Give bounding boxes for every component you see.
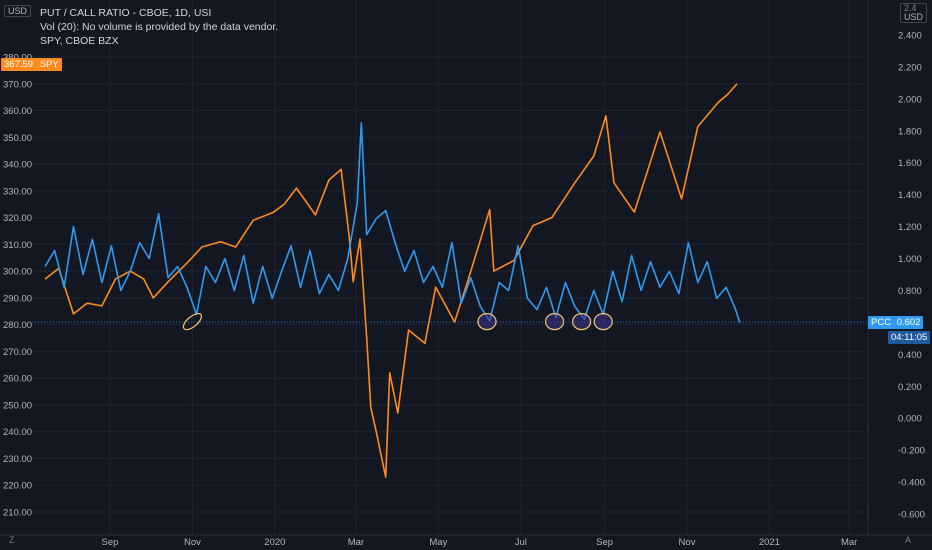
right-tick-label: 0.400 <box>898 350 922 361</box>
highlight-circle <box>544 313 565 331</box>
time-tick-label: Nov <box>679 537 696 548</box>
left-tick-label: 240.00 <box>3 427 32 438</box>
right-tick-label: -0.600 <box>898 510 925 521</box>
left-tick-label: 220.00 <box>3 481 32 492</box>
right-tick-label: 0.200 <box>898 382 922 393</box>
highlight-circle <box>593 313 613 331</box>
right-tick-label: 1.600 <box>898 158 922 169</box>
series-lines <box>44 83 741 478</box>
right-unit-label: USD <box>904 12 924 22</box>
left-tick-label: 350.00 <box>3 133 32 144</box>
left-tick-label: 340.00 <box>3 160 32 171</box>
spy-price-symbol: SPY <box>39 59 59 70</box>
auto-scale-button[interactable]: A <box>905 535 912 545</box>
timezone-button[interactable]: Z <box>9 535 15 545</box>
time-tick-label: 2021 <box>759 537 780 548</box>
compare-symbol: SPY, CBOE BZX <box>40 35 119 47</box>
volume-info: Vol (20): No volume is provided by the d… <box>40 21 279 33</box>
right-tick-label: 1.200 <box>898 222 922 233</box>
right-unit-badge[interactable]: 2.4 USD <box>900 3 928 23</box>
pcc-price-badge: PCC 0.602 <box>868 316 924 329</box>
bar-countdown: 04:11:05 <box>888 331 931 344</box>
left-tick-label: 210.00 <box>3 508 32 519</box>
left-price-axis: 210.00 220.00 230.00 240.00 250.00 260.00 270.… <box>3 53 32 519</box>
left-tick-label: 250.00 <box>3 400 32 411</box>
right-tick-label: 2.200 <box>898 62 922 73</box>
right-tick-label: 1.800 <box>898 126 922 137</box>
highlight-circle <box>477 313 497 331</box>
left-tick-label: 330.00 <box>3 186 32 197</box>
time-tick-label: May <box>429 537 447 548</box>
right-tick-label: 1.400 <box>898 190 922 201</box>
right-tick-label: -0.400 <box>898 478 925 489</box>
pcc-line <box>44 122 741 323</box>
grid <box>0 0 932 536</box>
left-tick-label: 230.00 <box>3 454 32 465</box>
right-tick-label: 2.000 <box>898 94 922 105</box>
left-tick-label: 260.00 <box>3 374 32 385</box>
right-tick-label: 1.000 <box>898 254 922 265</box>
highlight-circle <box>571 313 592 331</box>
right-top-partial-label: 2.4 <box>904 3 917 13</box>
right-tick-label: -0.200 <box>898 446 925 457</box>
right-tick-label: 2.400 <box>898 31 922 42</box>
pcc-symbol: PCC <box>871 317 892 328</box>
right-tick-label: 0.800 <box>898 286 922 297</box>
left-unit-badge[interactable]: USD <box>4 5 32 17</box>
spy-price-badge: 367.59 SPY <box>1 58 62 71</box>
left-tick-label: 300.00 <box>3 267 32 278</box>
left-tick-label: 370.00 <box>3 79 32 90</box>
time-tick-label: Mar <box>348 537 364 548</box>
time-tick-label: Sep <box>102 537 119 548</box>
left-tick-label: 320.00 <box>3 213 32 224</box>
chart-header: PUT / CALL RATIO - CBOE, 1D, USI Vol (20… <box>40 6 278 48</box>
left-tick-label: 360.00 <box>3 106 32 117</box>
spy-line <box>44 83 738 478</box>
time-tick-label: Nov <box>184 537 201 548</box>
time-tick-label: Jul <box>515 537 527 548</box>
right-tick-label: 0.000 <box>898 414 922 425</box>
highlight-circle <box>182 312 203 331</box>
left-tick-label: 280.00 <box>3 320 32 331</box>
highlight-ellipses <box>182 312 613 331</box>
right-price-axis: 2.400 2.200 2.000 1.800 1.600 1.400 1.200 1.000… <box>898 31 925 521</box>
pcc-value: 0.602 <box>896 317 921 328</box>
time-tick-label: Sep <box>596 537 613 548</box>
time-axis: Sep Nov 2020 Mar May Jul Sep Nov 2021 Mar <box>102 537 858 548</box>
chart-title: PUT / CALL RATIO - CBOE, 1D, USI <box>40 7 212 19</box>
spy-price-value: 367.59 <box>4 59 34 70</box>
time-tick-label: 2020 <box>264 537 285 548</box>
time-tick-label: Mar <box>841 537 857 548</box>
left-tick-label: 290.00 <box>3 293 32 304</box>
left-tick-label: 270.00 <box>3 347 32 358</box>
left-tick-label: 310.00 <box>3 240 32 251</box>
